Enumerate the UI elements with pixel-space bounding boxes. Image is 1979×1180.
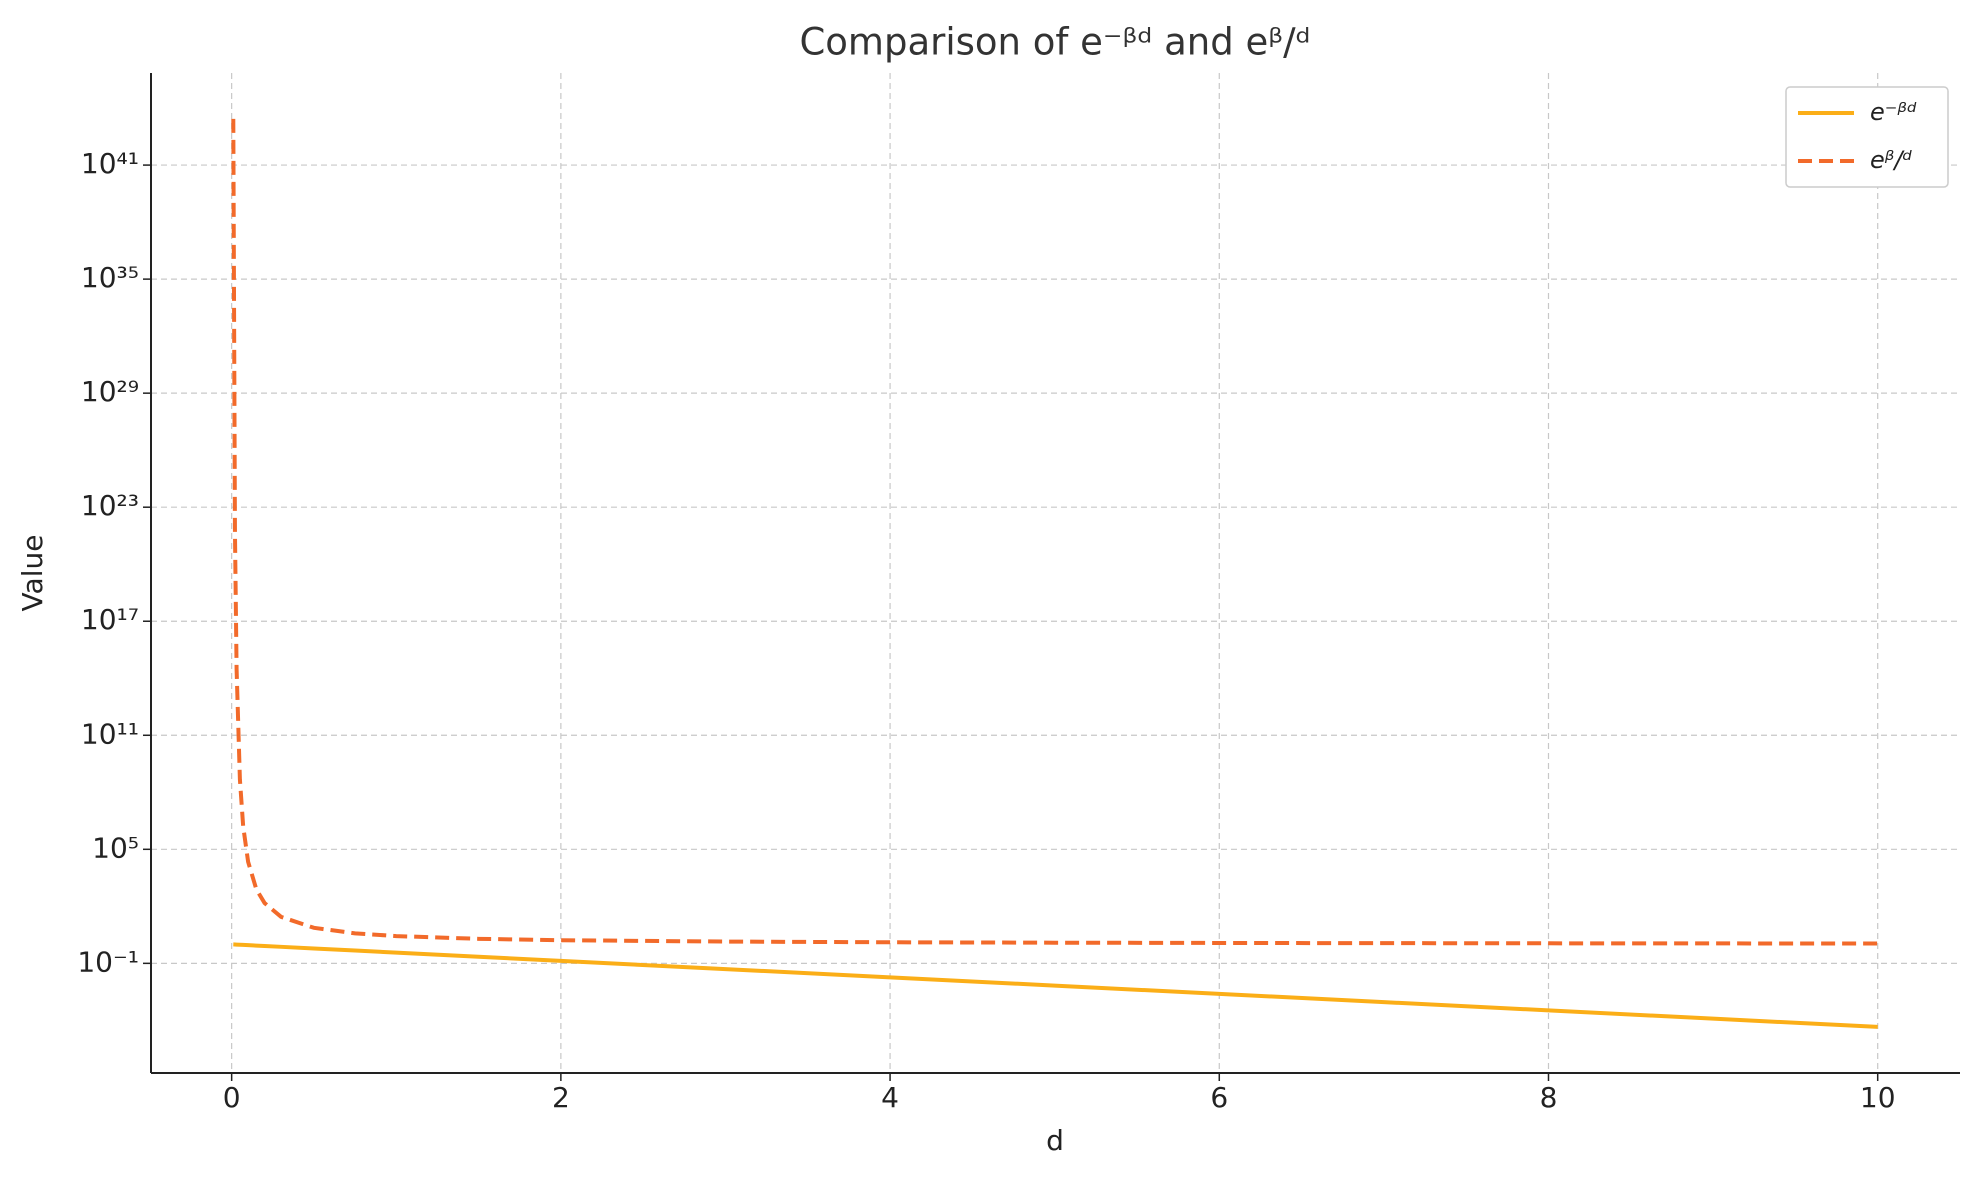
y-tick-label: 10⁴¹	[81, 147, 139, 180]
chart-title: Comparison of e⁻ᵝᵈ and eᵝ/ᵈ	[799, 21, 1310, 64]
x-tick-label: 2	[552, 1081, 570, 1114]
y-tick-label: 10³⁵	[81, 261, 139, 294]
y-tick-label: 10¹⁷	[81, 603, 139, 636]
y-tick-label: 10¹¹	[81, 717, 139, 750]
legend-label: e⁻ᵝᵈ	[1870, 98, 1917, 126]
line-series	[231, 118, 1878, 946]
x-tick-label: 4	[881, 1081, 899, 1114]
x-tick-label: 0	[223, 1081, 241, 1114]
y-tick-label: 10⁵	[92, 831, 139, 864]
y-tick-label: 10²⁹	[81, 375, 139, 408]
legend-box	[1785, 86, 1949, 188]
x-tick-label: 8	[1540, 1081, 1558, 1114]
y-axis-label: Value	[16, 535, 49, 612]
x-tick-label: 10	[1860, 1081, 1896, 1114]
y-tick-label: 10⁻¹	[77, 945, 139, 978]
y-tick-label: 10²³	[81, 489, 139, 522]
x-tick-label: 6	[1210, 1081, 1228, 1114]
x-axis-label: d	[1046, 1124, 1064, 1157]
line-series	[233, 942, 1878, 1029]
legend-label: eᵝ/ᵈ	[1870, 146, 1912, 174]
